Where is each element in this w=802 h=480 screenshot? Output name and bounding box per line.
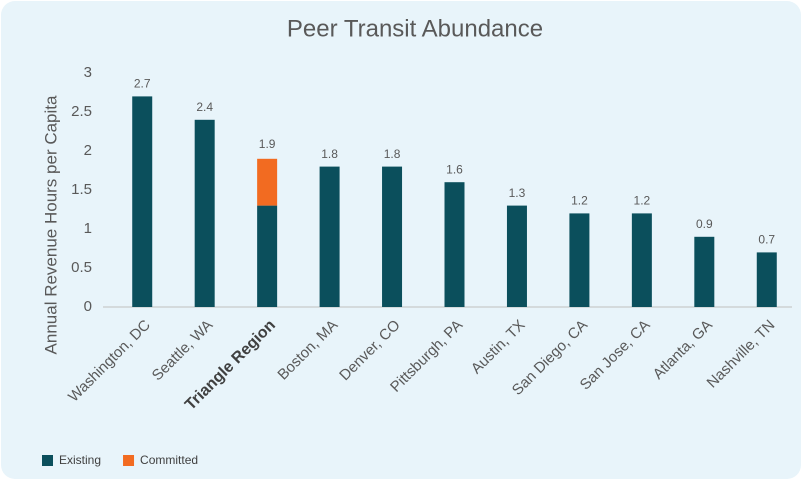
y-tick-label: 3 xyxy=(84,64,92,81)
chart-title: Peer Transit Abundance xyxy=(287,15,543,42)
bar xyxy=(382,166,403,307)
total-label: 1.9 xyxy=(259,137,276,151)
y-axis-title: Annual Revenue Hours per Capita xyxy=(41,95,60,354)
legend-swatch xyxy=(42,455,53,466)
value-label: 1.8 xyxy=(384,147,401,161)
y-tick-label: 1.5 xyxy=(71,181,92,198)
y-tick-label: 2 xyxy=(84,142,92,159)
bar xyxy=(132,96,153,308)
value-label: 1.6 xyxy=(446,162,463,176)
y-tick-label: 2.5 xyxy=(71,103,92,120)
y-tick-label: 1 xyxy=(84,220,92,237)
bar xyxy=(569,213,590,307)
y-tick-label: 0 xyxy=(84,298,92,315)
bar xyxy=(631,213,652,307)
value-label: 1.8 xyxy=(321,147,338,161)
value-label: 0.9 xyxy=(696,217,713,231)
bar xyxy=(257,205,278,307)
bar xyxy=(319,166,340,307)
value-label: 1.3 xyxy=(509,186,526,200)
value-label: 0.7 xyxy=(758,233,775,247)
legend-label: Existing xyxy=(59,453,101,467)
bar xyxy=(506,205,527,307)
value-label: 1.2 xyxy=(634,194,651,208)
bar xyxy=(756,252,777,307)
y-tick-label: 0.5 xyxy=(71,259,92,276)
bar xyxy=(194,119,215,307)
legend-label: Committed xyxy=(140,453,198,467)
bar xyxy=(257,158,278,206)
bar xyxy=(694,236,715,307)
value-label: 1.2 xyxy=(571,194,588,208)
legend-swatch xyxy=(123,455,135,466)
bar xyxy=(444,182,465,307)
value-label: 2.7 xyxy=(134,77,151,91)
value-label: 2.4 xyxy=(196,100,213,114)
